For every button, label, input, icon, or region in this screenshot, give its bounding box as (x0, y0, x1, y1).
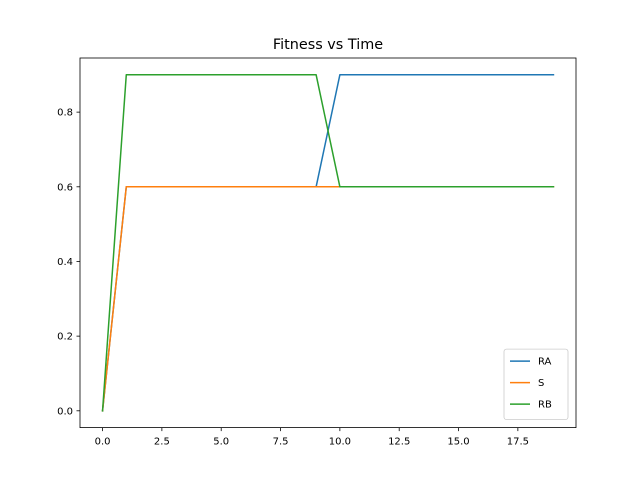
series-layer (101, 74, 555, 412)
legend-label: RA (538, 357, 552, 368)
y-tick-label: 0.4 (57, 257, 73, 268)
y-tick-label: 0.6 (57, 182, 73, 193)
legend-label: S (538, 378, 544, 389)
legend-box (503, 348, 569, 421)
y-tick-label: 0.8 (57, 108, 73, 119)
chart-title: Fitness vs Time (273, 37, 383, 53)
x-tick-label: 12.5 (388, 437, 410, 448)
legend-label: RB (538, 400, 552, 411)
y-tick-label: 0.2 (57, 332, 73, 343)
x-axis: 0.0 2.5 5.0 7.5 10.0 12.5 15.0 17.5 (95, 427, 529, 448)
series-line-rb (101, 74, 555, 412)
y-axis: 0.0 0.2 0.4 0.6 0.8 (57, 108, 80, 417)
x-tick-label: 10.0 (329, 437, 351, 448)
x-tick-label: 7.5 (273, 437, 289, 448)
x-tick-label: 2.5 (154, 437, 170, 448)
legend: RA S RB (503, 348, 569, 421)
x-tick-label: 17.5 (507, 437, 529, 448)
plot-frame (79, 57, 577, 429)
x-tick-label: 5.0 (213, 437, 229, 448)
x-tick-label: 15.0 (447, 437, 469, 448)
x-tick-label: 0.0 (95, 437, 111, 448)
y-tick-label: 0.0 (57, 406, 73, 417)
